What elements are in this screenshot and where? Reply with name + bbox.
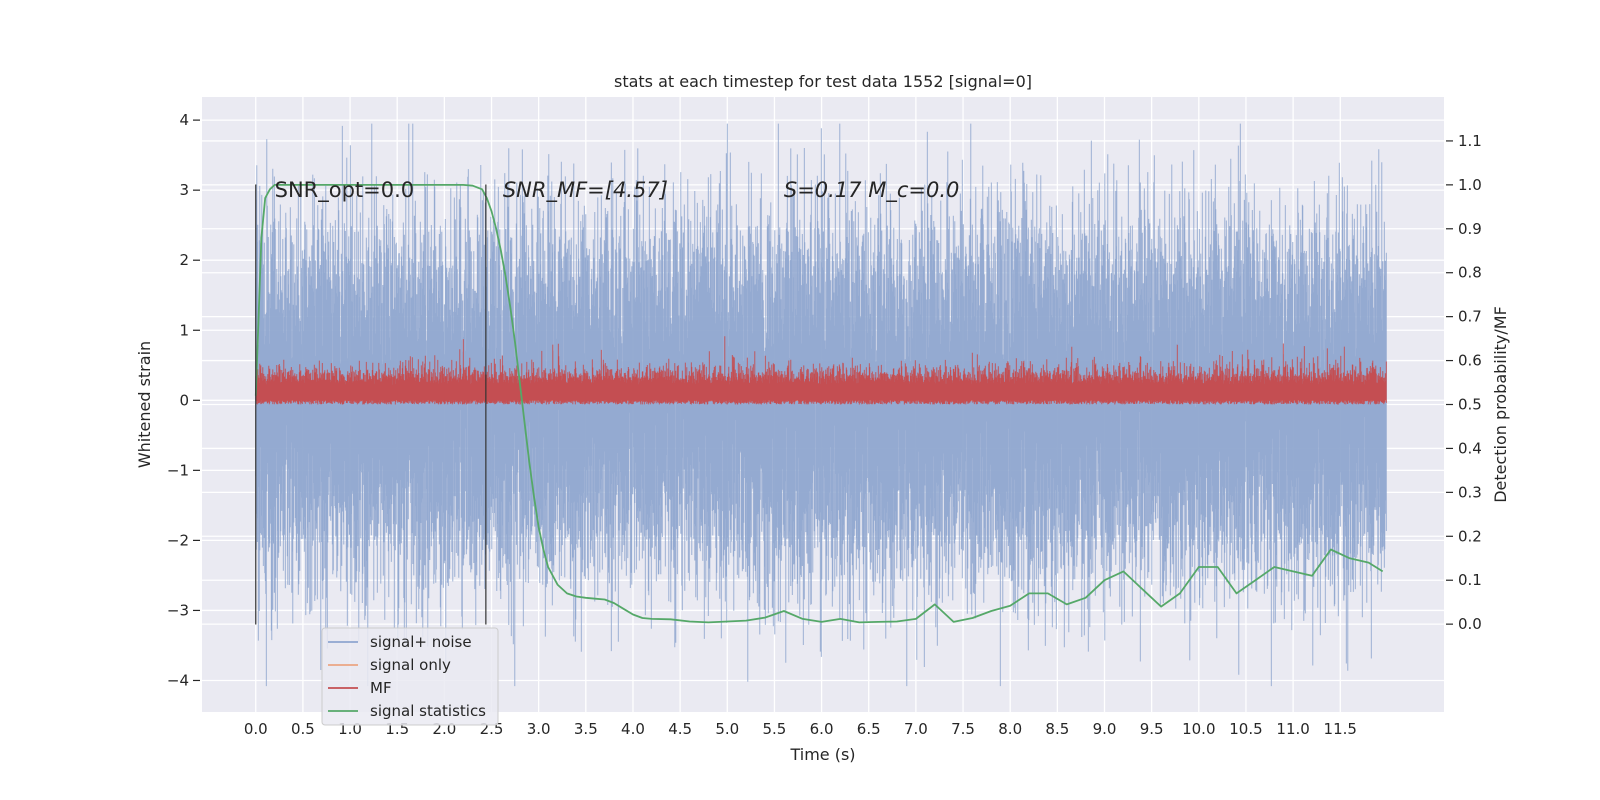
legend-entry-signal-statistics: signal statistics [328,702,486,720]
x-axis-label: Time (s) [789,745,855,764]
x-tick-label: 6.0 [810,720,834,738]
y-tick-label: −3 [167,601,189,619]
annotation-1: SNR_opt=0.0 [275,178,415,203]
y2-tick-label: 0.6 [1458,352,1482,370]
x-tick-label: 9.5 [1140,720,1164,738]
x-tick-label: 8.5 [1045,720,1069,738]
x-tick-label: 0.0 [244,720,268,738]
chart-title: stats at each timestep for test data 155… [614,72,1032,91]
y-axis-right: 1.1 1.0 0.9 0.8 0.7 0.6 0.5 0.4 0.3 0.2 0.1 0.0 [1446,132,1482,633]
y2-tick-label: 0.5 [1458,396,1482,414]
y2-tick-label: 0.7 [1458,308,1482,326]
x-tick-label: 3.0 [527,720,551,738]
x-tick-label: 0.5 [291,720,315,738]
y-axis-left: 4 3 2 1 0 −1 −2 −3 −4 [167,111,200,689]
data-series [254,123,1387,687]
annotations: SNR_opt=0.0 SNR_MF=[4.57] S=0.17 M_c=0.0 [275,178,960,203]
y2-tick-label: 1.0 [1458,176,1482,194]
x-tick-label: 7.5 [951,720,975,738]
legend-label: signal only [370,656,451,674]
y-tick-label: −4 [167,671,189,689]
y-tick-label: 4 [179,111,189,129]
x-tick-label: 9.0 [1093,720,1117,738]
y2-axis-label: Detection probability/MF [1491,306,1510,503]
y2-tick-label: 0.0 [1458,615,1482,633]
legend-label: signal+ noise [370,633,472,651]
x-tick-label: 4.5 [668,720,692,738]
y2-tick-label: 0.4 [1458,439,1482,457]
x-tick-label: 4.0 [621,720,645,738]
x-tick-label: 3.5 [574,720,598,738]
y2-tick-label: 0.1 [1458,571,1482,589]
x-tick-label: 11.5 [1324,720,1357,738]
legend-entry-signal-noise: signal+ noise [328,633,472,651]
y-tick-label: −1 [167,461,189,479]
vertical-markers [255,184,487,625]
annotation-2: SNR_MF=[4.57] [503,178,668,203]
x-tick-label: 11.0 [1276,720,1309,738]
x-tick-label: 8.0 [998,720,1022,738]
y-tick-label: 2 [179,251,189,269]
legend-entry-signal-only: signal only [328,656,451,674]
y-tick-label: −2 [167,531,189,549]
x-tick-label: 5.0 [715,720,739,738]
y2-tick-label: 0.3 [1458,483,1482,501]
legend-label: MF [370,679,392,697]
x-tick-label: 5.5 [763,720,787,738]
y2-tick-label: 0.2 [1458,527,1482,545]
y2-tick-label: 1.1 [1458,132,1482,150]
y-tick-label: 3 [179,181,189,199]
x-tick-label: 10.5 [1229,720,1262,738]
x-tick-label: 10.0 [1182,720,1215,738]
x-tick-label: 6.5 [857,720,881,738]
y2-tick-label: 0.9 [1458,220,1482,238]
legend: signal+ noise signal only MF signal statist… [321,627,499,726]
legend-entry-mf: MF [328,679,392,697]
legend-label: signal statistics [370,702,486,720]
x-tick-label: 7.0 [904,720,928,738]
legend-box [321,627,499,726]
y-tick-label: 1 [179,321,189,339]
annotation-3: S=0.17 M_c=0.0 [784,178,960,203]
series-signal-statistics [254,184,1384,624]
y2-tick-label: 0.8 [1458,264,1482,282]
y-axis-label: Whitened strain [135,341,154,468]
y-tick-label: 0 [179,391,189,409]
